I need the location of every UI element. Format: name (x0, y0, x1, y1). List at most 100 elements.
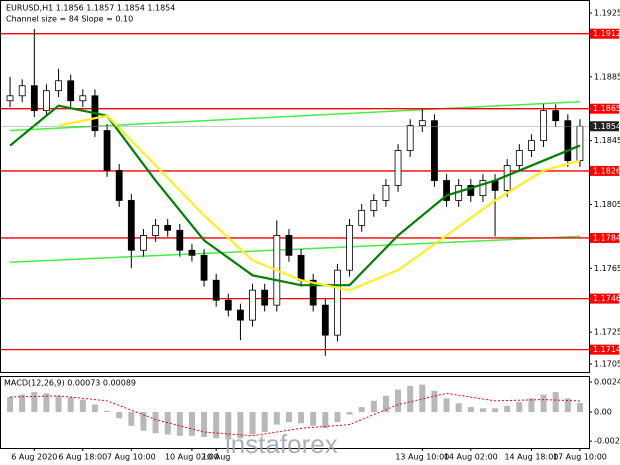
macd-bar (322, 412, 329, 429)
chart-title: EURUSD,H1 1.1856 1.1857 1.1854 1.1854 (6, 4, 175, 13)
macd-bar (237, 412, 244, 439)
candle-body (212, 279, 220, 301)
y-tick-label: 1.1885 (594, 72, 620, 81)
candle-body (564, 120, 572, 161)
candle-body (443, 180, 450, 201)
macd-bar (201, 412, 208, 438)
macd-bar (116, 412, 123, 419)
x-tick-label: 14 Aug 02:00 (444, 453, 498, 462)
macd-bar (7, 397, 14, 413)
level-label: 1.1826 (593, 166, 620, 175)
level-label-box (590, 344, 619, 355)
macd-bar (370, 400, 377, 413)
candle-body (406, 125, 414, 151)
macd-bar (576, 402, 583, 413)
macd-bar (213, 412, 220, 439)
macd-bar (528, 398, 535, 413)
trend-line (10, 235, 580, 263)
x-tick-label: 6 Aug 2020 (11, 453, 57, 462)
macd-bar (431, 390, 438, 413)
macd-bar (140, 412, 147, 431)
candle-body (503, 165, 511, 191)
candle-body (43, 90, 50, 112)
candle-body (528, 140, 535, 151)
macd-bar (382, 395, 389, 413)
candle-body (431, 120, 438, 181)
level-label-box (590, 232, 619, 243)
level-label-box (590, 165, 619, 176)
macd-bar (516, 402, 523, 413)
candle-body (152, 224, 159, 236)
x-tick-label: 7 Aug 10:00 (107, 453, 156, 462)
candle-body (127, 200, 135, 251)
macd-bar (67, 397, 74, 413)
macd-bar (249, 412, 256, 435)
macd-bar (43, 393, 50, 413)
candle-body (249, 289, 256, 321)
macd-bar (540, 394, 547, 413)
candle-body (418, 120, 426, 127)
macd-bar (55, 395, 62, 413)
x-tick-label: 13 Aug 10:00 (395, 453, 449, 462)
level-label-box (590, 103, 619, 114)
level-label: 1.1746 (593, 294, 620, 303)
x-tick-label: 14 Aug 18:00 (504, 453, 558, 462)
candle-body (79, 95, 87, 102)
macd-bar (91, 404, 98, 413)
chart-subtitle: Channel size = 84 Slope = 0.10 (6, 15, 133, 24)
last-price-label: 1.1854 (593, 122, 620, 131)
macd-y-tick-label: 0.00241 (594, 377, 620, 386)
candle-body (224, 299, 232, 311)
macd-bar (164, 412, 171, 435)
price-panel (0, 0, 590, 373)
candle-body (394, 150, 402, 186)
candle-body (67, 80, 75, 102)
candle-body (30, 85, 38, 112)
macd-bar (443, 398, 450, 413)
candle-body (140, 235, 147, 251)
y-tick-label: 1.1765 (594, 264, 620, 273)
macd-bar (419, 384, 426, 413)
macd-bar (467, 407, 474, 413)
candle-body (576, 125, 584, 161)
last-price-box (590, 121, 619, 132)
watermark: instaforex (225, 429, 338, 459)
candle-body (382, 185, 390, 201)
level-label: 1.1912 (593, 29, 620, 38)
candle-body (297, 254, 305, 281)
macd-bar (298, 412, 305, 424)
x-tick-label: 10 Aug (202, 453, 230, 462)
candle-body (55, 80, 62, 92)
macd-bar (334, 412, 341, 423)
candle-body (309, 279, 317, 306)
candle-body (164, 224, 172, 231)
y-tick-label: 1.1705 (594, 360, 620, 369)
candle-body (176, 229, 184, 251)
macd-bar (479, 408, 486, 413)
macd-bar (395, 389, 402, 413)
trend-line (10, 100, 580, 132)
macd-y-tick-label: 0.00 (594, 408, 612, 417)
macd-bar (407, 385, 414, 413)
macd-bar (455, 403, 462, 413)
y-tick-label: 1.1925 (594, 8, 620, 17)
macd-bar (504, 405, 511, 413)
y-tick-label: 1.1725 (594, 328, 620, 337)
macd-bar (19, 394, 26, 413)
candle-body (358, 209, 366, 226)
candle-body (103, 130, 111, 171)
y-tick-label: 1.1805 (594, 200, 620, 209)
x-tick-label: 10 Aug 02:00 (165, 453, 219, 462)
macd-bar (225, 412, 232, 440)
candle-body (467, 185, 475, 196)
candle-body (261, 289, 269, 306)
macd-panel (0, 376, 590, 449)
level-label: 1.1784 (593, 233, 620, 242)
macd-bar (79, 399, 86, 413)
candle-body (115, 170, 123, 201)
ma-line (58, 114, 581, 292)
macd-bar (104, 410, 111, 413)
macd-y-tick-label: -0.00233 (594, 437, 620, 446)
level-label-box (590, 28, 619, 39)
